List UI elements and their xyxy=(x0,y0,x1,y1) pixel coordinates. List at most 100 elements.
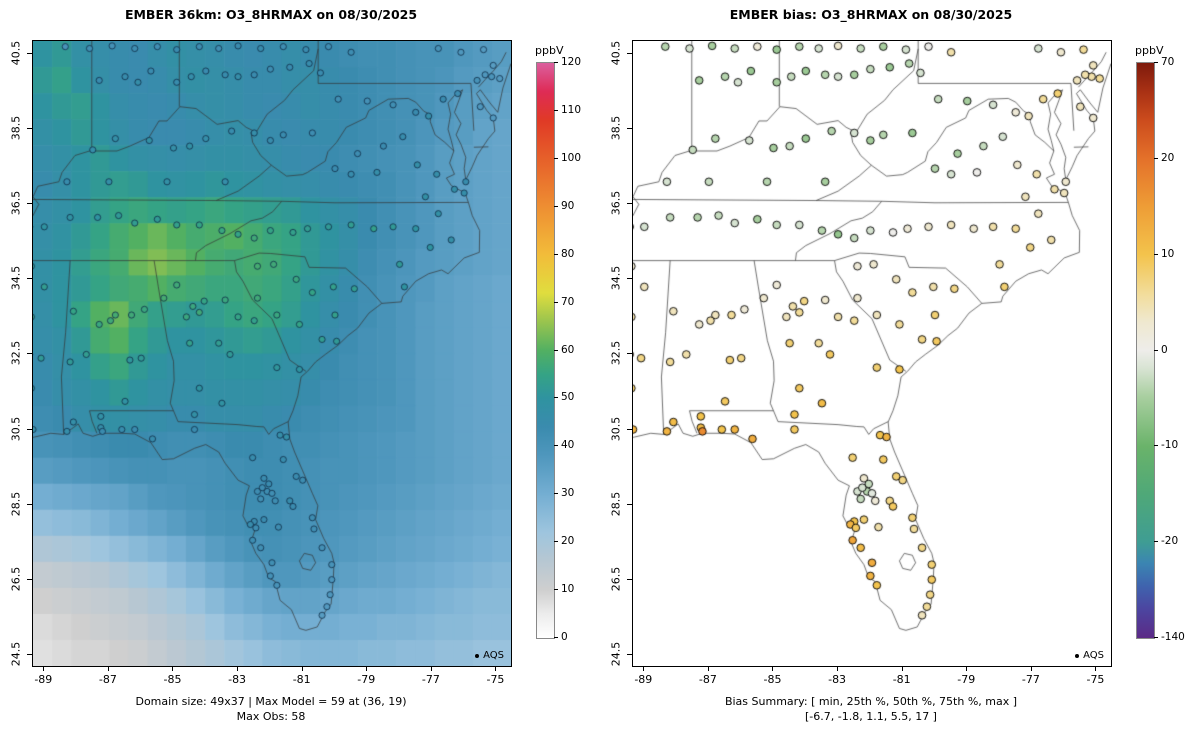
colorbar-tick-label: 10 xyxy=(561,583,575,596)
x-axis-tick xyxy=(43,666,45,671)
model-colorbar xyxy=(536,62,555,639)
colorbar-tick-label: 60 xyxy=(561,343,575,356)
y-axis-tick xyxy=(27,653,32,655)
colorbar-tick-label: 70 xyxy=(1161,56,1175,68)
bias-caption: Bias Summary: [ min, 25th %, 50th %, 75t… xyxy=(612,694,1130,724)
y-axis-tick-label: 38.5 xyxy=(609,115,623,141)
x-axis-tick xyxy=(430,666,432,671)
model-colorbar-unit-label: ppbV xyxy=(535,44,564,57)
x-axis-tick-label: -85 xyxy=(763,673,782,686)
x-axis-tick-label: -87 xyxy=(698,673,717,686)
bias-caption-line-1: Bias Summary: [ min, 25th %, 50th %, 75t… xyxy=(724,695,1018,708)
colorbar-tick xyxy=(554,301,558,303)
colorbar-tick-label: 20 xyxy=(561,535,575,548)
y-axis-tick xyxy=(27,278,32,280)
x-axis-tick-label: -75 xyxy=(486,673,505,686)
y-axis-tick xyxy=(27,578,32,580)
y-axis-tick xyxy=(27,353,32,355)
y-axis-tick-label: 34.5 xyxy=(609,266,623,291)
x-axis-tick-label: -79 xyxy=(357,673,376,686)
x-axis-tick xyxy=(301,666,303,671)
bias-panel: EMBER bias: O3_8HRMAX on 08/30/2025 AQS … xyxy=(600,0,1200,750)
y-axis-tick-label: 32.5 xyxy=(609,341,623,366)
colorbar-tick-label: 110 xyxy=(561,103,582,116)
x-axis-tick-label: -75 xyxy=(1086,673,1105,686)
x-axis-tick xyxy=(366,666,368,671)
model-plot-box: AQS xyxy=(32,40,512,667)
y-axis-tick-label: 34.5 xyxy=(9,266,23,291)
y-axis-tick-label: 24.5 xyxy=(9,641,23,666)
y-axis-tick xyxy=(627,428,632,430)
y-axis-tick-label: 40.5 xyxy=(9,40,23,66)
x-axis-tick xyxy=(966,666,968,671)
x-axis-tick xyxy=(837,666,839,671)
model-panel: EMBER 36km: O3_8HRMAX on 08/30/2025 AQS … xyxy=(9,7,582,723)
colorbar-tick-label: 10 xyxy=(1161,247,1175,260)
y-axis-tick xyxy=(627,578,632,580)
colorbar-tick xyxy=(554,253,558,255)
x-axis-tick xyxy=(707,666,709,671)
colorbar-tick-label: 70 xyxy=(561,295,575,308)
x-axis-tick-label: -89 xyxy=(34,673,53,686)
colorbar-tick-label: 30 xyxy=(561,487,575,500)
bias-colorbar xyxy=(1136,62,1155,639)
y-axis-tick xyxy=(27,53,32,55)
y-axis-tick-label: 36.5 xyxy=(9,191,23,216)
colorbar-tick xyxy=(554,349,558,351)
model-panel-title: EMBER 36km: O3_8HRMAX on 08/30/2025 xyxy=(124,7,418,22)
colorbar-tick xyxy=(1154,62,1158,63)
aqs-legend: AQS xyxy=(1075,650,1104,661)
x-axis-tick-label: -83 xyxy=(228,673,247,686)
aqs-legend-label: AQS xyxy=(483,650,504,661)
bias-plot-box: AQS xyxy=(632,40,1112,667)
colorbar-tick-label: 120 xyxy=(561,56,582,68)
colorbar-tick-label: 100 xyxy=(561,151,582,164)
colorbar-tick xyxy=(554,493,558,495)
model-caption-line-1: Domain size: 49x37 | Max Model = 59 at (… xyxy=(135,695,407,708)
model-caption-line-2: Max Obs: 58 xyxy=(236,710,306,723)
y-axis-tick-label: 28.5 xyxy=(9,491,23,516)
y-axis-tick xyxy=(627,53,632,55)
colorbar-tick xyxy=(1154,445,1158,447)
bias-caption-line-2: [-6.7, -1.8, 1.1, 5.5, 17 ] xyxy=(805,710,937,723)
y-axis-tick xyxy=(627,203,632,205)
colorbar-tick-label: 0 xyxy=(561,631,568,643)
colorbar-tick-label: 80 xyxy=(561,247,575,260)
y-axis-tick-label: 30.5 xyxy=(9,416,23,441)
colorbar-tick xyxy=(554,445,558,447)
aqs-legend-label: AQS xyxy=(1083,650,1104,661)
bias-panel-title: EMBER bias: O3_8HRMAX on 08/30/2025 xyxy=(729,7,1013,22)
x-axis-tick xyxy=(172,666,174,671)
colorbar-tick-label: 50 xyxy=(561,391,575,404)
y-axis-tick-label: 38.5 xyxy=(9,115,23,141)
colorbar-tick xyxy=(554,109,558,111)
y-axis-tick-label: 36.5 xyxy=(609,191,623,216)
y-axis-tick-label: 26.5 xyxy=(609,566,623,591)
x-axis-tick xyxy=(772,666,774,671)
x-axis-tick-label: -83 xyxy=(828,673,847,686)
x-axis-tick xyxy=(237,666,239,671)
colorbar-tick xyxy=(554,157,558,159)
y-axis-tick xyxy=(627,278,632,280)
x-axis-tick xyxy=(495,666,497,671)
colorbar-tick xyxy=(554,589,558,591)
y-axis-tick-label: 28.5 xyxy=(609,491,623,516)
y-axis-tick xyxy=(27,128,32,130)
y-axis-tick xyxy=(27,203,32,205)
colorbar-tick-label: -140 xyxy=(1161,631,1185,643)
x-axis-tick-label: -85 xyxy=(163,673,182,686)
y-axis-tick xyxy=(627,128,632,130)
colorbar-tick-label: 20 xyxy=(1161,151,1175,164)
y-axis-tick-label: 24.5 xyxy=(609,641,623,666)
x-axis-tick xyxy=(643,666,645,671)
colorbar-tick xyxy=(1154,541,1158,543)
colorbar-tick xyxy=(554,205,558,207)
x-axis-tick-label: -79 xyxy=(957,673,976,686)
bias-map-canvas xyxy=(633,41,1111,666)
x-axis-tick-label: -87 xyxy=(98,673,117,686)
x-axis-tick-label: -89 xyxy=(634,673,653,686)
y-axis-tick xyxy=(627,503,632,505)
aqs-legend: AQS xyxy=(475,650,504,661)
